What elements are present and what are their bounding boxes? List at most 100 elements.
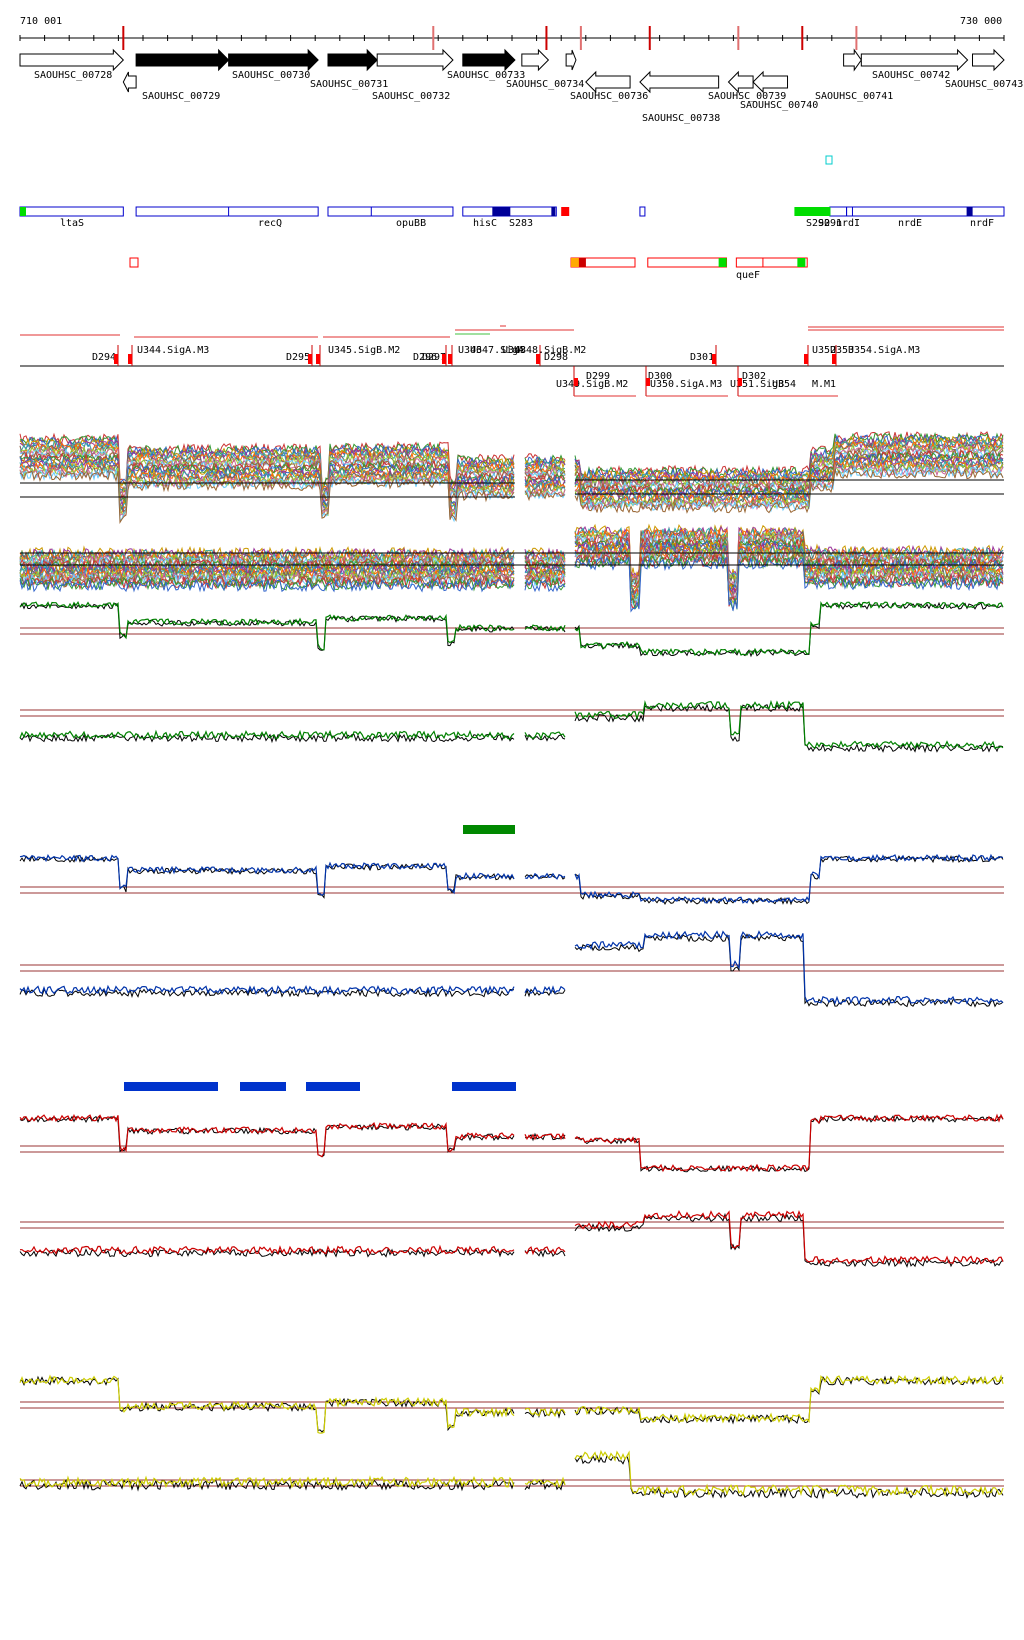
promoter-label: U354 <box>772 379 796 390</box>
coord-start: 710 001 <box>20 16 62 27</box>
trace-black <box>19 602 515 651</box>
green-feature <box>794 207 831 216</box>
axis-ticks <box>19 26 1005 50</box>
coordinate-axis: 710 001 730 000 <box>19 16 1005 50</box>
promoter-mark <box>442 354 446 364</box>
gene-label: SAOUHSC_00739 <box>708 91 786 102</box>
blue-bar <box>124 1082 218 1091</box>
gene-label: SAOUHSC_00736 <box>570 91 648 102</box>
trace-black <box>524 1248 566 1258</box>
gene-label: SAOUHSC_00740 <box>740 100 818 111</box>
trace-multi <box>524 489 566 502</box>
promoter-label: D295 <box>286 352 310 363</box>
trace-multi <box>524 469 566 480</box>
trace-multi <box>524 455 566 467</box>
gene-label: SAOUHSC_00728 <box>34 70 112 81</box>
gene-label: SAOUHSC_00731 <box>310 79 388 90</box>
trace-multi <box>524 477 566 490</box>
feature-label: nrdF <box>970 218 994 229</box>
trace-multi <box>524 457 566 470</box>
trace-multi <box>19 450 515 502</box>
promoter-label: U350.SigA.M3 <box>650 379 722 390</box>
trace-color <box>574 1374 1004 1424</box>
promoter-label: D299 <box>586 371 610 382</box>
gene-label: SAOUHSC_00738 <box>642 113 720 124</box>
trace-multi <box>19 563 515 580</box>
gene-label: SAOUHSC_00742 <box>872 70 950 81</box>
trace-black <box>19 1375 515 1433</box>
feature-label: recQ <box>258 218 282 229</box>
trace-color <box>574 1449 1004 1497</box>
red-feature-box <box>735 257 808 268</box>
feature-label: ltaS <box>60 218 84 229</box>
feature-label: nrdE <box>898 218 922 229</box>
promoter-mark <box>536 354 540 364</box>
promoter-mark <box>574 378 578 386</box>
trace-multi <box>524 579 566 593</box>
trace-multi <box>524 460 566 472</box>
feature-box <box>829 206 848 217</box>
promoter-label: U348 <box>502 345 526 356</box>
promoter-label: U354.SigA.M3 <box>848 345 920 356</box>
gene-arrow-reverse <box>727 70 754 94</box>
feature-label: S291 <box>818 218 842 229</box>
trace-black <box>574 933 1004 1008</box>
green-bar <box>463 825 515 834</box>
feature-label: nrdI <box>836 218 860 229</box>
gene-arrow <box>462 48 516 72</box>
feature-box <box>639 206 646 217</box>
promoter-label: U349.SigB.M2 <box>556 379 628 390</box>
gene-arrow <box>521 48 550 72</box>
gene-label: SAOUHSC_00729 <box>142 91 220 102</box>
gene-arrow <box>327 48 378 72</box>
trace-color <box>524 1132 566 1141</box>
trace-black <box>524 1408 566 1419</box>
promoter-label: M.M1 <box>812 379 836 390</box>
cyan-marker <box>825 155 833 165</box>
trace-color <box>19 1475 515 1489</box>
trace-black <box>524 988 566 998</box>
trace-color <box>19 1113 515 1158</box>
promoter-mark <box>308 354 312 364</box>
trace-multi <box>524 488 566 500</box>
feature-label: S283 <box>509 218 533 229</box>
promoter-label: D302 <box>742 371 766 382</box>
blue-bar <box>306 1082 360 1091</box>
trace-color <box>19 854 515 896</box>
blue-bar <box>452 1082 516 1091</box>
feature-label: S290 <box>806 218 830 229</box>
gene-arrow <box>135 48 230 72</box>
coord-end: 730 000 <box>960 16 1002 27</box>
trace-black <box>19 854 515 899</box>
feature-label: hisC <box>473 218 497 229</box>
trace-black <box>574 1454 1004 1500</box>
trace-black <box>19 733 515 744</box>
promoter-label: D301 <box>690 352 714 363</box>
green-feature <box>718 258 727 267</box>
promoter-mark <box>316 354 320 364</box>
gene-label: SAOUHSC_00741 <box>815 91 893 102</box>
red-feature <box>578 258 586 267</box>
dark-feature <box>492 207 511 216</box>
promoter-mark <box>804 354 808 364</box>
trace-color <box>20 1244 515 1256</box>
green-feature <box>20 207 26 216</box>
trace-multi <box>574 437 1004 485</box>
trace-color <box>574 601 1004 657</box>
promoter-label: U348.SigB.M2 <box>514 345 586 356</box>
trace-color <box>574 1209 1004 1265</box>
gene-label: SAOUHSC_00733 <box>447 70 525 81</box>
trace-multi <box>574 452 1004 500</box>
promoter-label: D297 <box>422 352 446 363</box>
red-feature <box>561 207 570 216</box>
feature-box <box>135 206 319 217</box>
trace-color <box>524 1406 566 1418</box>
gene-arrow-reverse <box>585 70 631 94</box>
trace-multi <box>19 440 515 495</box>
trace-color <box>19 601 515 651</box>
trace-multi <box>524 560 566 574</box>
promoter-mark <box>832 354 836 364</box>
trace-color <box>524 731 566 741</box>
promoter-mark <box>448 354 452 364</box>
